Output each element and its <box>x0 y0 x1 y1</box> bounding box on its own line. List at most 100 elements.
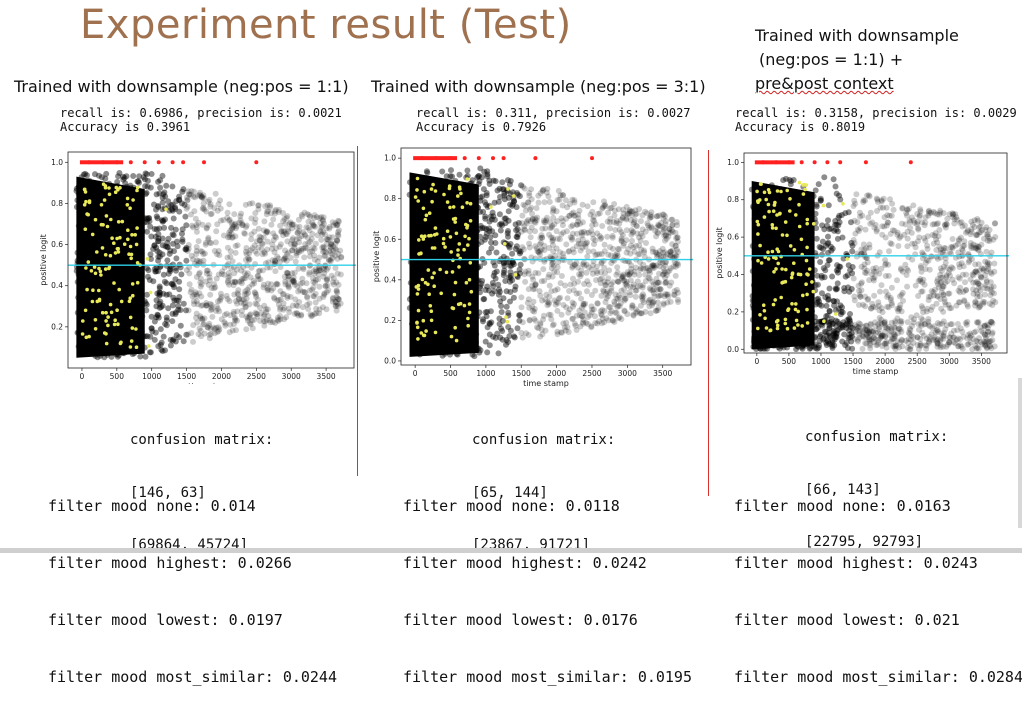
negative-point <box>111 340 118 347</box>
negative-point <box>623 227 630 234</box>
negative-point <box>251 316 258 323</box>
negative-point <box>450 210 457 217</box>
negative-point <box>593 268 600 275</box>
negative-point <box>200 257 207 264</box>
negative-point <box>916 346 922 353</box>
negative-point <box>84 328 91 335</box>
negative-point <box>567 281 574 288</box>
negative-point <box>330 222 337 229</box>
negative-point <box>199 248 206 255</box>
negative-point <box>486 181 493 187</box>
negative-point <box>269 319 276 325</box>
positive-point <box>811 222 816 226</box>
negative-point <box>578 271 585 277</box>
negative-point <box>272 206 279 213</box>
negative-point <box>851 297 858 304</box>
positive-point <box>788 197 792 201</box>
negative-point <box>895 330 902 336</box>
negative-point <box>928 288 935 295</box>
negative-point <box>761 345 768 352</box>
negative-point <box>183 246 190 253</box>
negative-point <box>335 303 342 310</box>
negative-point <box>432 241 439 248</box>
mood-row-none: filter mood none: 0.0118 <box>403 497 692 516</box>
negative-point <box>491 262 498 269</box>
x-tick-label: 2500 <box>582 369 601 378</box>
negative-point <box>487 213 494 220</box>
negative-point <box>549 273 556 280</box>
negative-point <box>269 257 276 264</box>
negative-point <box>148 325 155 332</box>
negative-point <box>941 329 948 336</box>
negative-point <box>496 321 503 327</box>
negative-point <box>863 327 870 334</box>
negative-point <box>602 282 609 289</box>
negative-point <box>807 246 814 253</box>
negative-point <box>285 226 292 232</box>
negative-point <box>528 196 535 203</box>
negative-point <box>760 228 767 235</box>
negative-point <box>436 194 443 201</box>
negative-point <box>613 295 620 302</box>
negative-point <box>91 180 98 186</box>
negative-point <box>626 258 633 265</box>
negative-point <box>507 178 514 184</box>
negative-point <box>155 343 162 350</box>
negative-point <box>214 251 220 258</box>
negative-point <box>201 206 208 213</box>
negative-point <box>624 282 630 289</box>
negative-point <box>886 212 893 219</box>
negative-point <box>336 218 342 225</box>
negative-point <box>169 183 176 190</box>
negative-point <box>183 331 190 338</box>
negative-point <box>887 230 894 237</box>
negative-point <box>874 199 881 205</box>
negative-point <box>419 262 426 269</box>
negative-point <box>509 259 516 266</box>
negative-point <box>114 281 121 288</box>
negative-point <box>649 245 656 252</box>
negative-point <box>665 229 672 236</box>
negative-point <box>257 276 264 283</box>
negative-point <box>287 293 294 300</box>
negative-point <box>649 262 656 269</box>
negative-point <box>473 227 480 234</box>
negative-point <box>115 352 122 359</box>
dense-negative-region <box>751 181 815 350</box>
negative-point <box>445 262 452 269</box>
negative-point <box>215 248 222 254</box>
negative-point <box>578 229 585 236</box>
negative-point <box>444 249 451 256</box>
negative-point <box>863 340 870 347</box>
negative-point <box>247 274 254 281</box>
negative-point <box>982 342 989 349</box>
negative-point <box>830 332 837 339</box>
negative-point <box>867 209 874 216</box>
negative-point <box>447 283 454 290</box>
negative-point <box>596 233 603 239</box>
negative-point <box>525 286 532 293</box>
negative-point <box>143 265 150 272</box>
negative-point <box>898 265 904 272</box>
negative-point <box>940 210 947 217</box>
negative-point <box>289 237 296 243</box>
negative-point <box>647 296 654 303</box>
positive-point <box>513 272 518 277</box>
negative-point <box>444 274 451 280</box>
negative-point <box>964 341 971 348</box>
negative-point <box>962 287 969 294</box>
negative-point <box>212 190 219 197</box>
negative-point <box>906 325 913 332</box>
positive-point <box>135 280 140 285</box>
negative-point <box>284 238 291 245</box>
negative-point <box>868 305 875 312</box>
negative-point <box>467 227 474 234</box>
positive-point <box>421 318 426 323</box>
negative-point <box>890 343 897 350</box>
negative-point <box>787 181 794 188</box>
negative-point <box>291 241 298 248</box>
negative-point <box>867 331 874 338</box>
negative-point <box>615 302 622 309</box>
negative-point <box>749 297 756 304</box>
negative-point <box>300 229 307 236</box>
